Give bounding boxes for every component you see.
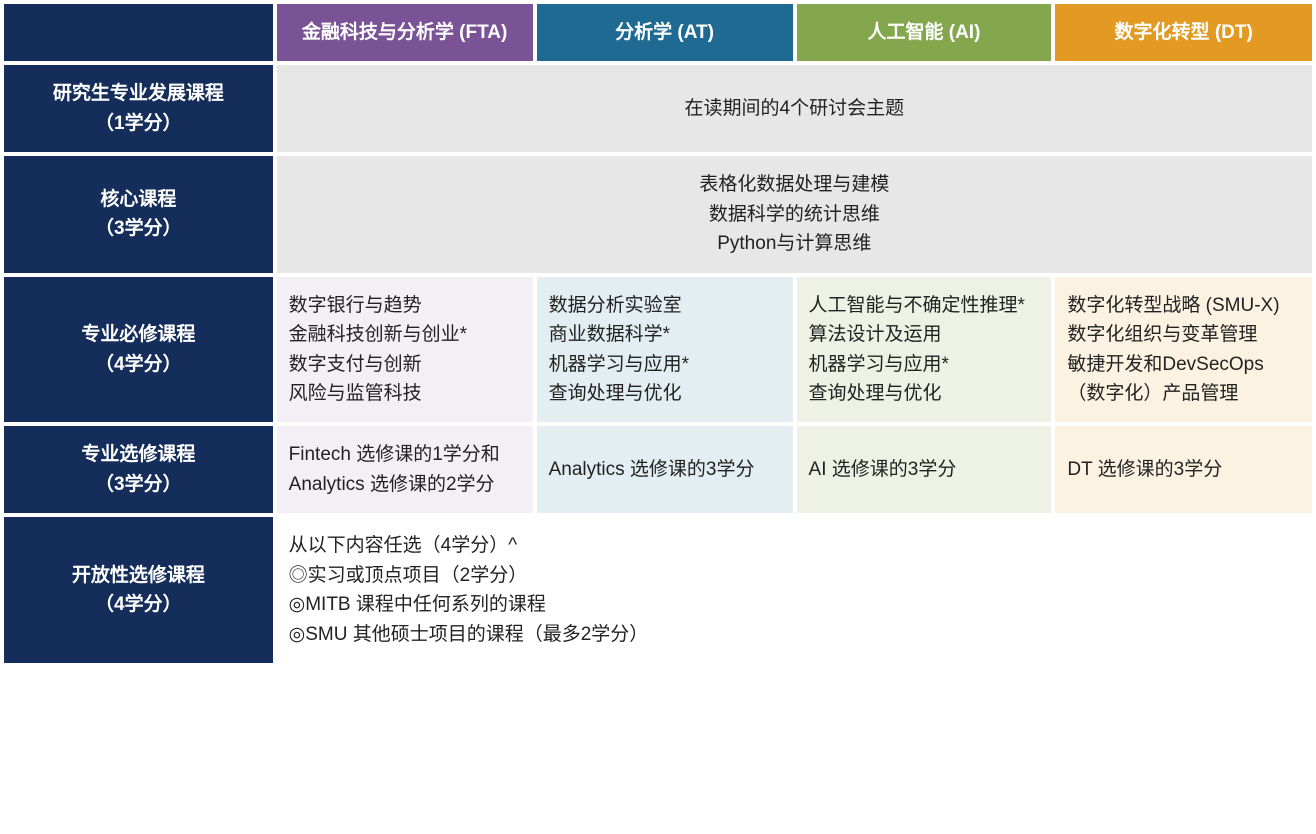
grad-dev-text: 在读期间的4个研讨会主题 (289, 94, 1300, 123)
required-dt-2: 数字化组织与变革管理 (1067, 320, 1300, 349)
required-dt-1: 数字化转型战略 (SMU-X) (1067, 291, 1300, 320)
required-fta-3: 数字支付与创新 (289, 350, 521, 379)
elective-ai: AI 选修课的3学分 (797, 426, 1052, 513)
row-credits: （1学分） (16, 109, 261, 138)
required-ai-2: 算法设计及运用 (809, 320, 1040, 349)
row-credits: （3学分） (16, 470, 261, 499)
header-ai: 人工智能 (AI) (797, 4, 1052, 61)
elective-dt: DT 选修课的3学分 (1055, 426, 1312, 513)
row-title: 核心课程 (16, 185, 261, 214)
open-content: 从以下内容任选（4学分）^ ◎实习或顶点项目（2学分） ◎MITB 课程中任何系… (277, 517, 1312, 663)
row-title: 专业选修课程 (16, 440, 261, 469)
required-ai-3: 机器学习与应用* (809, 350, 1040, 379)
required-dt-3: 敏捷开发和DevSecOps (1067, 350, 1300, 379)
core-line-1: 表格化数据处理与建模 (289, 170, 1300, 199)
row-label-grad-dev: 研究生专业发展课程 （1学分） (4, 65, 273, 152)
elective-at: Analytics 选修课的3学分 (537, 426, 793, 513)
header-empty (4, 4, 273, 61)
row-credits: （4学分） (16, 350, 261, 379)
header-fta: 金融科技与分析学 (FTA) (277, 4, 533, 61)
required-fta-4: 风险与监管科技 (289, 379, 521, 408)
row-title: 研究生专业发展课程 (16, 79, 261, 108)
row-elective: 专业选修课程 （3学分） Fintech 选修课的1学分和 Analytics … (4, 426, 1312, 513)
required-at-1: 数据分析实验室 (549, 291, 781, 320)
row-grad-dev: 研究生专业发展课程 （1学分） 在读期间的4个研讨会主题 (4, 65, 1312, 152)
required-at-3: 机器学习与应用* (549, 350, 781, 379)
required-fta-1: 数字银行与趋势 (289, 291, 521, 320)
header-row: 金融科技与分析学 (FTA) 分析学 (AT) 人工智能 (AI) 数字化转型 … (4, 4, 1312, 61)
required-dt: 数字化转型战略 (SMU-X) 数字化组织与变革管理 敏捷开发和DevSecOp… (1055, 277, 1312, 423)
row-core: 核心课程 （3学分） 表格化数据处理与建模 数据科学的统计思维 Python与计… (4, 156, 1312, 272)
header-at: 分析学 (AT) (537, 4, 793, 61)
required-at-4: 查询处理与优化 (549, 379, 781, 408)
row-title: 专业必修课程 (16, 320, 261, 349)
required-at: 数据分析实验室 商业数据科学* 机器学习与应用* 查询处理与优化 (537, 277, 793, 423)
row-label-elective: 专业选修课程 （3学分） (4, 426, 273, 513)
row-required: 专业必修课程 （4学分） 数字银行与趋势 金融科技创新与创业* 数字支付与创新 … (4, 277, 1312, 423)
row-credits: （3学分） (16, 214, 261, 243)
required-ai-1: 人工智能与不确定性推理* (809, 291, 1040, 320)
row-label-required: 专业必修课程 （4学分） (4, 277, 273, 423)
required-ai-4: 查询处理与优化 (809, 379, 1040, 408)
open-line-3: ◎MITB 课程中任何系列的课程 (289, 590, 1300, 619)
row-credits: （4学分） (16, 590, 261, 619)
required-ai: 人工智能与不确定性推理* 算法设计及运用 机器学习与应用* 查询处理与优化 (797, 277, 1052, 423)
open-line-2: ◎实习或顶点项目（2学分） (289, 561, 1300, 590)
row-title: 开放性选修课程 (16, 561, 261, 590)
grad-dev-content: 在读期间的4个研讨会主题 (277, 65, 1312, 152)
header-dt: 数字化转型 (DT) (1055, 4, 1312, 61)
required-fta: 数字银行与趋势 金融科技创新与创业* 数字支付与创新 风险与监管科技 (277, 277, 533, 423)
elective-fta: Fintech 选修课的1学分和 Analytics 选修课的2学分 (277, 426, 533, 513)
open-line-1: 从以下内容任选（4学分）^ (289, 531, 1300, 560)
row-label-open: 开放性选修课程 （4学分） (4, 517, 273, 663)
core-line-2: 数据科学的统计思维 (289, 200, 1300, 229)
required-dt-4: （数字化）产品管理 (1067, 379, 1300, 408)
row-label-core: 核心课程 （3学分） (4, 156, 273, 272)
required-at-2: 商业数据科学* (549, 320, 781, 349)
open-line-4: ◎SMU 其他硕士项目的课程（最多2学分） (289, 620, 1300, 649)
curriculum-table: 金融科技与分析学 (FTA) 分析学 (AT) 人工智能 (AI) 数字化转型 … (0, 0, 1316, 667)
required-fta-2: 金融科技创新与创业* (289, 320, 521, 349)
core-line-3: Python与计算思维 (289, 229, 1300, 258)
core-content: 表格化数据处理与建模 数据科学的统计思维 Python与计算思维 (277, 156, 1312, 272)
row-open: 开放性选修课程 （4学分） 从以下内容任选（4学分）^ ◎实习或顶点项目（2学分… (4, 517, 1312, 663)
